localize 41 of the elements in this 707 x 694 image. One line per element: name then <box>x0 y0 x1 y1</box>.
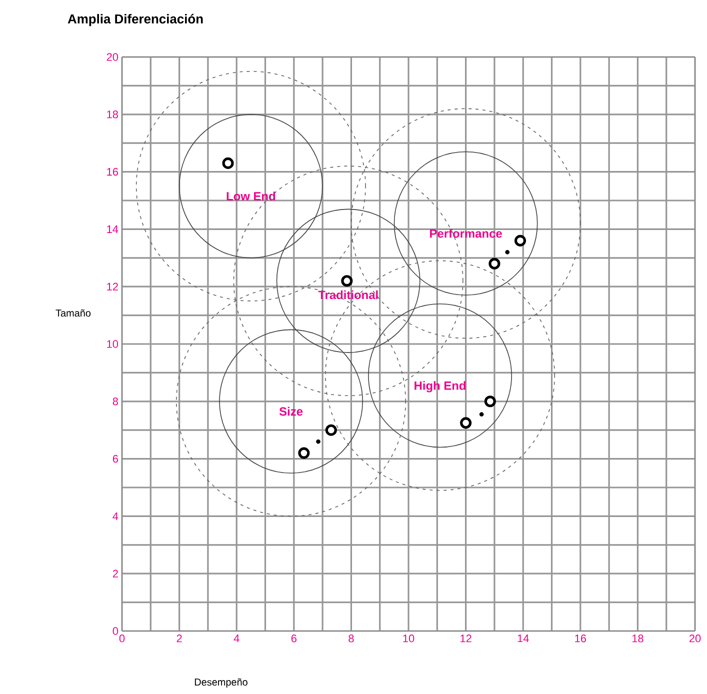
x-tick-label: 14 <box>518 634 529 642</box>
point <box>488 258 500 270</box>
x-axis-title: Desempeño <box>194 678 248 688</box>
y-tick-label: 4 <box>112 512 118 520</box>
y-tick-label: 10 <box>107 340 118 348</box>
point <box>460 417 472 429</box>
annotation: Size <box>279 406 303 416</box>
point <box>514 234 526 246</box>
annotation: Low End <box>226 192 276 200</box>
x-tick-label: 2 <box>176 634 182 642</box>
y-tick-label: 20 <box>106 53 118 61</box>
y-tick-label: 12 <box>107 282 118 290</box>
y-tick-label: 2 <box>112 570 118 578</box>
x-tick-label: 4 <box>234 634 240 642</box>
point <box>298 447 310 459</box>
y-tick-label: 16 <box>107 168 118 176</box>
annotation: Performance <box>430 228 502 238</box>
x-tick-label: 12 <box>460 634 472 642</box>
point <box>341 275 353 287</box>
x-tick-label: 10 <box>403 634 414 642</box>
point <box>325 424 337 436</box>
point <box>222 157 234 169</box>
point <box>505 250 510 254</box>
chart-title: Amplia Diferenciación <box>68 14 203 26</box>
y-tick-label: 8 <box>112 398 118 406</box>
point <box>484 396 496 408</box>
x-tick-label: 16 <box>575 634 586 642</box>
y-tick-label: 14 <box>107 225 118 233</box>
point <box>479 412 484 417</box>
x-tick-label: 0 <box>119 634 125 642</box>
x-tick-label: 20 <box>689 634 701 642</box>
x-tick-label: 8 <box>348 634 354 642</box>
y-tick-label: 6 <box>112 454 118 463</box>
annotation: High End <box>414 381 466 392</box>
x-tick-label: 6 <box>291 634 296 642</box>
x-tick-label: 18 <box>632 634 644 642</box>
y-tick-label: 0 <box>112 627 118 635</box>
y-tick-label: 18 <box>107 110 118 118</box>
annotation: Traditional <box>318 290 378 300</box>
point <box>316 439 320 444</box>
y-axis-title: Tamaño <box>56 309 91 317</box>
